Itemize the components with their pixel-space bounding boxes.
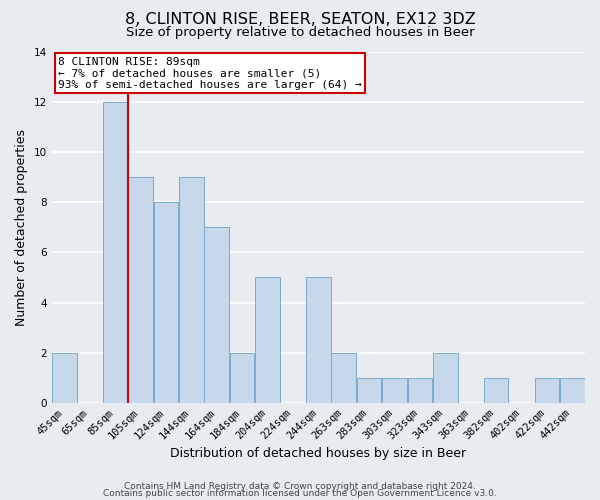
Bar: [306, 278, 331, 403]
Bar: [535, 378, 559, 403]
Bar: [128, 177, 153, 403]
Bar: [179, 177, 203, 403]
Bar: [103, 102, 127, 403]
Bar: [433, 353, 458, 403]
Text: 8, CLINTON RISE, BEER, SEATON, EX12 3DZ: 8, CLINTON RISE, BEER, SEATON, EX12 3DZ: [125, 12, 475, 28]
Bar: [331, 353, 356, 403]
Bar: [357, 378, 382, 403]
Bar: [52, 353, 77, 403]
Bar: [484, 378, 508, 403]
Y-axis label: Number of detached properties: Number of detached properties: [15, 128, 28, 326]
Bar: [255, 278, 280, 403]
Text: 8 CLINTON RISE: 89sqm
← 7% of detached houses are smaller (5)
93% of semi-detach: 8 CLINTON RISE: 89sqm ← 7% of detached h…: [58, 56, 362, 90]
Text: Contains public sector information licensed under the Open Government Licence v3: Contains public sector information licen…: [103, 489, 497, 498]
Bar: [230, 353, 254, 403]
Bar: [154, 202, 178, 403]
Text: Size of property relative to detached houses in Beer: Size of property relative to detached ho…: [125, 26, 475, 39]
X-axis label: Distribution of detached houses by size in Beer: Distribution of detached houses by size …: [170, 447, 466, 460]
Text: Contains HM Land Registry data © Crown copyright and database right 2024.: Contains HM Land Registry data © Crown c…: [124, 482, 476, 491]
Bar: [382, 378, 407, 403]
Bar: [205, 227, 229, 403]
Bar: [407, 378, 432, 403]
Bar: [560, 378, 584, 403]
